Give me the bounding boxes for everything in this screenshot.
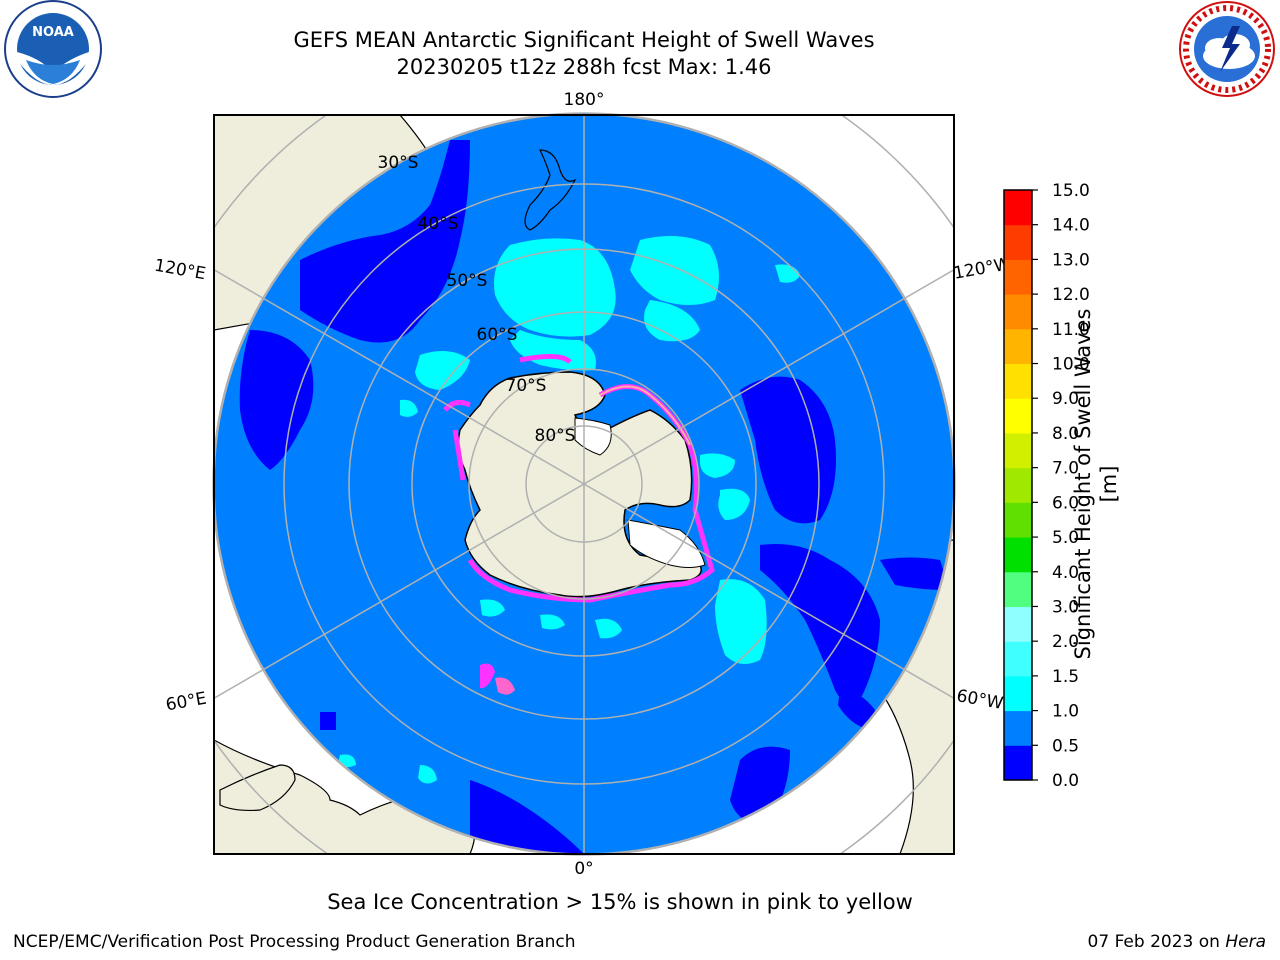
- colorbar-segment: [1004, 537, 1032, 573]
- map-frame: [213, 114, 955, 855]
- footer-credit: NCEP/EMC/Verification Post Processing Pr…: [13, 932, 576, 952]
- colorbar-segment: [1004, 745, 1032, 781]
- colorbar-tick-label: 11.0: [1052, 320, 1090, 340]
- colorbar-tick-label: 8.0: [1052, 424, 1079, 444]
- colorbar-segment: [1004, 467, 1032, 503]
- footer-date: 07 Feb 2023 on Hera: [1088, 932, 1266, 952]
- colorbar-segment: [1004, 710, 1032, 746]
- colorbar: [1003, 189, 1033, 781]
- colorbar-tick-label: 1.5: [1052, 667, 1079, 687]
- madagascar-landmass: [219, 764, 296, 812]
- colorbar-tick-label: 6.0: [1052, 493, 1079, 513]
- colorbar-segment: [1004, 190, 1032, 226]
- colorbar-segment: [1004, 328, 1032, 365]
- chart-title: GEFS MEAN Antarctic Significant Height o…: [293, 28, 875, 52]
- colorbar-tick-label: 9.0: [1052, 389, 1079, 409]
- noaa-logo-text: NOAA: [32, 25, 74, 40]
- colorbar-tick-label: 4.0: [1052, 563, 1079, 583]
- lon-label-0: 0°: [574, 859, 593, 879]
- colorbar-segment: [1004, 259, 1032, 295]
- lat-label-50s: 50°S: [447, 271, 488, 291]
- colorbar-tick-label: 1.0: [1052, 702, 1079, 722]
- colorbar-segment: [1004, 432, 1032, 469]
- colorbar-ticks: 0.0 0.5 1.0 1.5 2.0 3.0 4.0 5.0 6.0 7.0 8.0 9.0 10.0…: [1032, 181, 1090, 791]
- colorbar-tick-label: 3.0: [1052, 597, 1079, 617]
- sea-ice-edge: [443, 354, 715, 603]
- colorbar-tick-label: 2.0: [1052, 632, 1079, 652]
- colorbar-segment: [1004, 571, 1032, 607]
- new-zealand-landmass: [524, 149, 577, 231]
- colorbar-tick-label: 12.0: [1052, 285, 1090, 305]
- lat-label-30s: 30°S: [378, 153, 419, 173]
- colorbar-tick-label: 0.5: [1052, 736, 1079, 756]
- footer-date-text: 07 Feb 2023 on: [1087, 932, 1226, 952]
- colorbar-segment: [1004, 294, 1032, 330]
- lat-label-70s: 70°S: [506, 376, 547, 396]
- colorbar-segment: [1004, 224, 1032, 260]
- lon-label-180: 180°: [564, 90, 605, 110]
- chart-subtitle: 20230205 t12z 288h fcst Max: 1.46: [396, 55, 772, 79]
- colorbar-segment: [1004, 398, 1032, 434]
- colorbar-segment: [1004, 675, 1032, 712]
- colorbar-tick-label: 7.0: [1052, 459, 1079, 479]
- colorbar-tick-label: 5.0: [1052, 528, 1079, 548]
- colorbar-tick-label: 0.0: [1052, 771, 1079, 791]
- colorbar-tick-label: 14.0: [1052, 216, 1090, 236]
- colorbar-segment: [1004, 363, 1032, 399]
- lon-label-120e: 120°E: [153, 256, 207, 285]
- colorbar-outline: [1003, 189, 1033, 781]
- noaa-logo: NOAA: [4, 0, 102, 98]
- lat-label-80s: 80°S: [535, 426, 576, 446]
- lat-label-40s: 40°S: [418, 214, 459, 234]
- lon-label-60w: 60°W: [955, 686, 1005, 714]
- colorbar-tick-label: 10.0: [1052, 355, 1090, 375]
- nws-logo: [1179, 1, 1275, 97]
- footer-host: Hera: [1225, 932, 1266, 952]
- lon-label-60e: 60°E: [164, 689, 208, 716]
- colorbar-label: Significant Height of Swell Waves [m]: [1071, 308, 1121, 660]
- colorbar-tick-label: 13.0: [1052, 250, 1090, 270]
- lat-label-60s: 60°S: [477, 325, 518, 345]
- colorbar-segment: [1004, 502, 1032, 538]
- colorbar-tick-label: 15.0: [1052, 181, 1090, 201]
- colorbar-segment: [1004, 641, 1032, 677]
- sea-ice-note: Sea Ice Concentration > 15% is shown in …: [327, 890, 913, 914]
- colorbar-segment: [1004, 606, 1032, 642]
